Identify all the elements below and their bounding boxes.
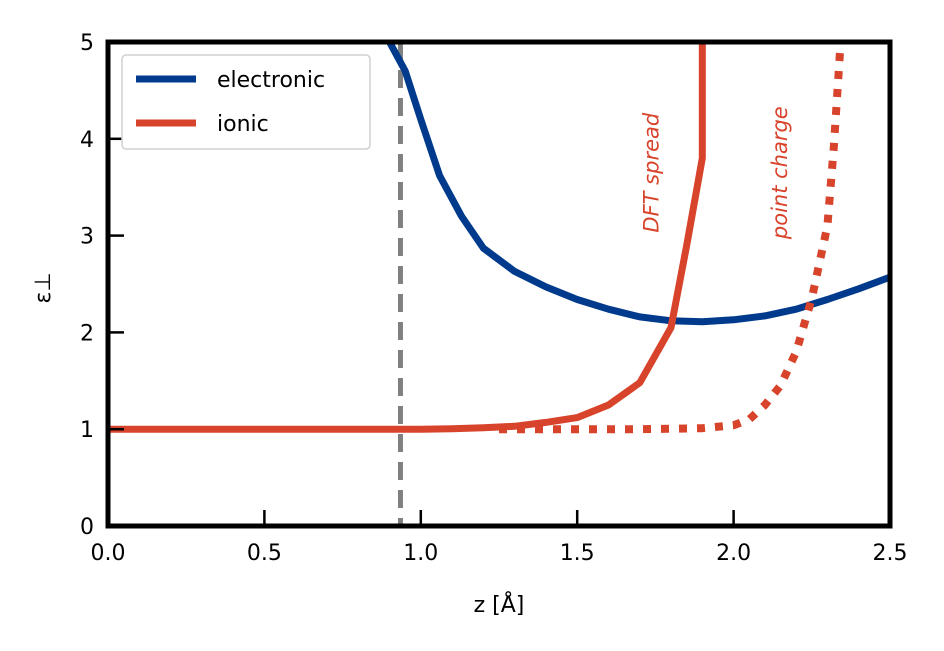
y-tick-label: 3 [80,225,94,250]
x-tick-label: 2.5 [873,541,908,566]
series-line-electronic [386,42,890,326]
y-tick-label: 0 [80,515,94,540]
x-tick-label: 1.0 [403,541,438,566]
ticks-layer: 0.0 0.5 1.0 1.5 2.0 2.5 0 1 2 3 4 5 [80,31,908,566]
y-tick-label: 5 [80,31,94,56]
legend: electronic ionic [121,54,371,150]
series-line-dotted-2 [499,51,844,434]
annotation-point-charge: point charge [768,106,792,240]
annotation-layer: DFT spread point charge [640,106,792,240]
x-tick-label: 0.5 [247,541,282,566]
annotation-dft-spread: DFT spread [640,112,664,232]
y-tick-label: 1 [80,418,94,443]
x-tick-label: 1.5 [560,541,595,566]
plot-layer [108,42,890,526]
y-tick-label: 2 [80,321,94,346]
x-axis-label: z [Å] [474,591,525,618]
x-tick-label: 2.0 [716,541,751,566]
y-axis-label: ε⊥ [31,272,56,303]
legend-label-ionic: ionic [217,112,269,137]
x-tick-label: 0.0 [91,541,126,566]
series-line-ionic [108,42,706,433]
legend-label-electronic: electronic [217,68,325,93]
plot-frame [105,39,893,529]
axes-layer [105,39,893,529]
y-tick-label: 4 [80,128,94,153]
